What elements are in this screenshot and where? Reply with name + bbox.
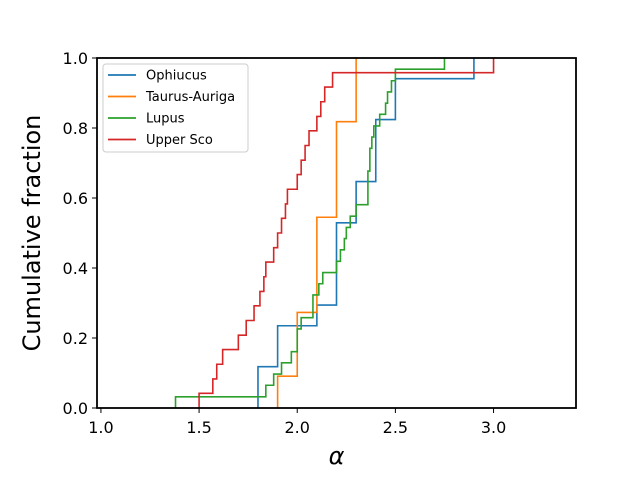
y-tick-label: 0.2 xyxy=(63,329,88,348)
x-axis-ticks: 1.0 1.5 2.0 2.5 3.0 xyxy=(88,408,506,437)
legend-entry-label: Taurus-Auriga xyxy=(145,90,235,105)
y-tick-label: 0.6 xyxy=(63,189,88,208)
x-tick-label: 1.5 xyxy=(186,418,211,437)
y-tick-label: 1.0 xyxy=(63,49,88,68)
legend-box xyxy=(102,63,249,153)
series-line-1 xyxy=(276,58,357,408)
y-tick-label: 0.0 xyxy=(63,399,88,418)
legend-entry-label: Lupus xyxy=(146,112,185,127)
x-tick-label: 2.5 xyxy=(383,418,408,437)
y-tick-label: 0.8 xyxy=(63,119,88,138)
x-tick-label: 1.0 xyxy=(88,418,113,437)
y-axis-ticks: 0.0 0.2 0.4 0.6 0.8 1.0 xyxy=(63,49,97,418)
x-tick-label: 3.0 xyxy=(481,418,506,437)
series-line-0 xyxy=(257,58,475,408)
legend: Ophiucus Taurus-Auriga Lupus Upper Sco xyxy=(102,63,249,153)
legend-entry-label: Upper Sco xyxy=(146,133,213,148)
series-line-3 xyxy=(198,58,495,408)
x-tick-label: 2.0 xyxy=(285,418,310,437)
legend-entry-label: Ophiucus xyxy=(146,69,207,84)
y-tick-label: 0.4 xyxy=(63,259,88,278)
series-layer xyxy=(174,58,495,408)
y-axis-label: Cumulative fraction xyxy=(18,115,46,352)
axes-frame xyxy=(96,57,577,409)
x-axis-label: α xyxy=(329,442,345,470)
series-line-2 xyxy=(174,58,446,408)
